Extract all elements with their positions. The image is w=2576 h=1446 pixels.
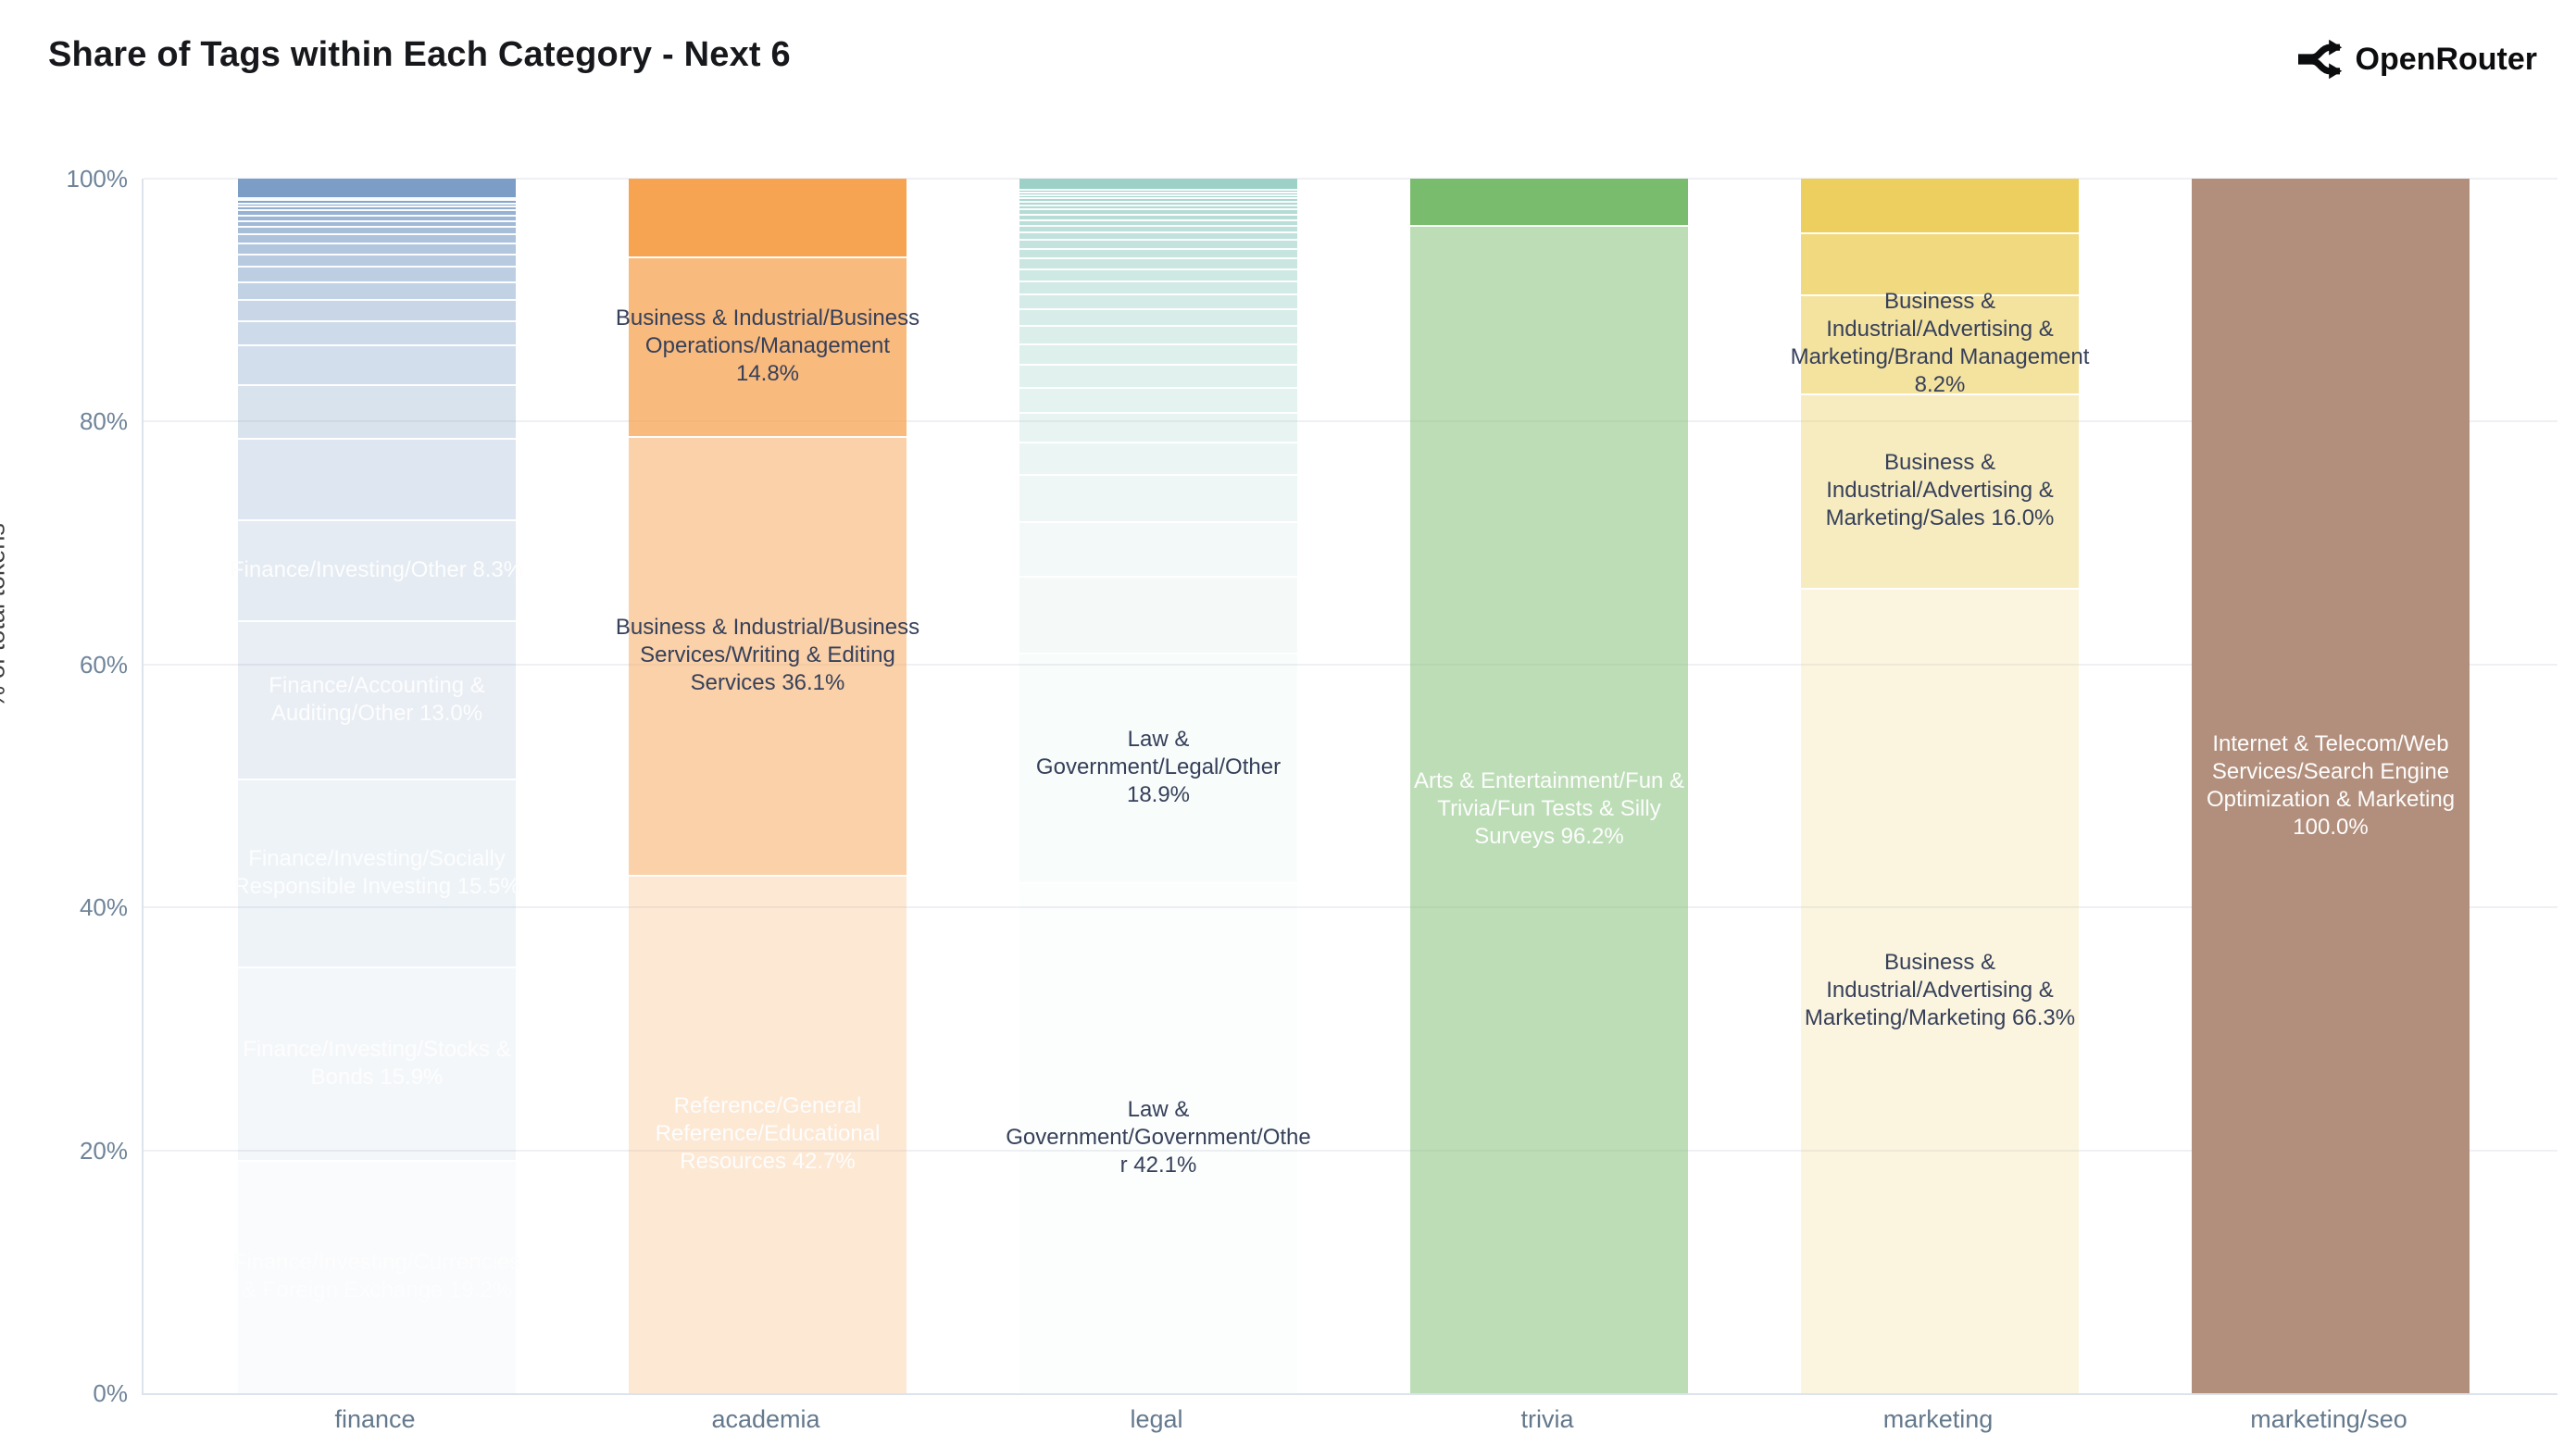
gridline-100% — [144, 178, 2557, 180]
bar-segment — [238, 343, 516, 385]
bar-segment — [238, 299, 516, 320]
bar-segment — [238, 384, 516, 438]
bar-segment — [1019, 225, 1297, 232]
bar-segment — [238, 199, 516, 203]
gridline-20% — [144, 1149, 2557, 1152]
bar-segment — [238, 179, 516, 197]
bar-segment — [238, 253, 516, 266]
bar-segment — [238, 206, 516, 210]
y-axis-title: % of total tokens — [0, 523, 10, 708]
bar-segment — [1019, 293, 1297, 309]
bar-segment — [238, 242, 516, 254]
y-tick-label: 40% — [79, 893, 128, 922]
bar-segment — [1019, 200, 1297, 205]
bar-segment — [238, 437, 516, 520]
bar-segment — [1019, 881, 1297, 1393]
bar-segment — [1019, 412, 1297, 442]
y-tick-label: 0% — [93, 1379, 128, 1407]
category-label-marketing: marketing — [1882, 1405, 1994, 1433]
bar-segment — [1019, 191, 1297, 194]
openrouter-logo: OpenRouter — [2297, 37, 2537, 81]
plot-area: Finance/Investing/Currencies & Foreign E… — [142, 178, 2557, 1395]
bar-segment — [1019, 308, 1297, 325]
bar-segment — [238, 219, 516, 227]
bar-segment — [1019, 363, 1297, 387]
bar-segment — [629, 436, 907, 875]
bar-academia: Reference/General Reference/Educational … — [616, 179, 919, 1393]
bar-segment — [1019, 213, 1297, 219]
bar-segment — [238, 966, 516, 1160]
bar-segment — [1019, 268, 1297, 281]
bar-segment — [1801, 588, 2079, 1393]
bar-segment — [238, 196, 516, 200]
bar-segment — [1801, 293, 2079, 394]
bar-trivia: Arts & Entertainment/Fun & Trivia/Fun Te… — [1410, 179, 1688, 1393]
bar-segment — [238, 209, 516, 215]
bar-segment — [1410, 224, 1688, 1393]
bar-segment — [1410, 179, 1688, 225]
category-label-academia: academia — [711, 1405, 820, 1433]
y-tick-label: 20% — [79, 1136, 128, 1165]
bar-segment — [629, 256, 907, 437]
bar-marketing/seo: Internet & Telecom/Web Services/Search E… — [2192, 179, 2470, 1393]
bar-segment — [238, 214, 516, 220]
bar-segment — [238, 620, 516, 779]
category-label-trivia: trivia — [1520, 1405, 1574, 1433]
bar-segment — [238, 319, 516, 344]
bar-segment — [629, 179, 907, 256]
bar-segment — [1019, 576, 1297, 653]
gridline-80% — [144, 420, 2557, 423]
bar-segment — [1019, 441, 1297, 475]
y-tick-label: 100% — [66, 165, 129, 193]
bar-segment — [1019, 257, 1297, 268]
bar-segment — [1019, 218, 1297, 226]
bar-segment — [1019, 386, 1297, 413]
bar-segment — [1019, 521, 1297, 577]
category-label-finance: finance — [334, 1405, 416, 1433]
bar-segment — [1019, 179, 1297, 190]
bar-segment — [1801, 393, 2079, 589]
bar-segment — [238, 1159, 516, 1393]
bar-segment — [629, 874, 907, 1393]
y-tick-label: 60% — [79, 650, 128, 679]
bar-segment — [1019, 196, 1297, 201]
bar-segment — [2192, 179, 2470, 1393]
bar-segment — [1019, 247, 1297, 258]
bar-segment — [238, 226, 516, 233]
bar-segment — [1019, 231, 1297, 240]
y-tick-label: 80% — [79, 407, 128, 436]
bar-segment — [1019, 652, 1297, 882]
gridline-40% — [144, 906, 2557, 909]
bar-segment — [1019, 324, 1297, 343]
bar-segment — [1019, 474, 1297, 522]
bar-segment — [1019, 239, 1297, 248]
bar-segment — [1019, 193, 1297, 197]
gridline-60% — [144, 663, 2557, 666]
bar-legal: Law & Government/Government/Other 42.1% L… — [1006, 179, 1311, 1393]
bar-segment — [238, 280, 516, 300]
bar-segment — [1019, 204, 1297, 209]
bar-finance: Finance/Investing/Currencies & Foreign E… — [231, 179, 523, 1393]
openrouter-logo-text: OpenRouter — [2355, 41, 2537, 77]
bar-segment — [1019, 280, 1297, 294]
bar-segment — [1019, 189, 1297, 192]
bar-marketing: Business & Industrial/Advertising & Mark… — [1791, 179, 2089, 1393]
bar-segment — [1019, 208, 1297, 214]
category-label-legal: legal — [1130, 1405, 1183, 1433]
bar-segment — [1019, 343, 1297, 364]
bar-segment — [238, 265, 516, 281]
bar-segment — [1801, 231, 2079, 294]
category-label-marketing/seo: marketing/seo — [2250, 1405, 2407, 1433]
bar-segment — [238, 232, 516, 243]
chart-title: Share of Tags within Each Category - Nex… — [48, 35, 791, 74]
openrouter-icon — [2297, 39, 2342, 80]
bar-segment — [1801, 179, 2079, 232]
bar-segment — [238, 202, 516, 206]
bar-segment — [238, 778, 516, 967]
bar-segment — [238, 519, 516, 621]
